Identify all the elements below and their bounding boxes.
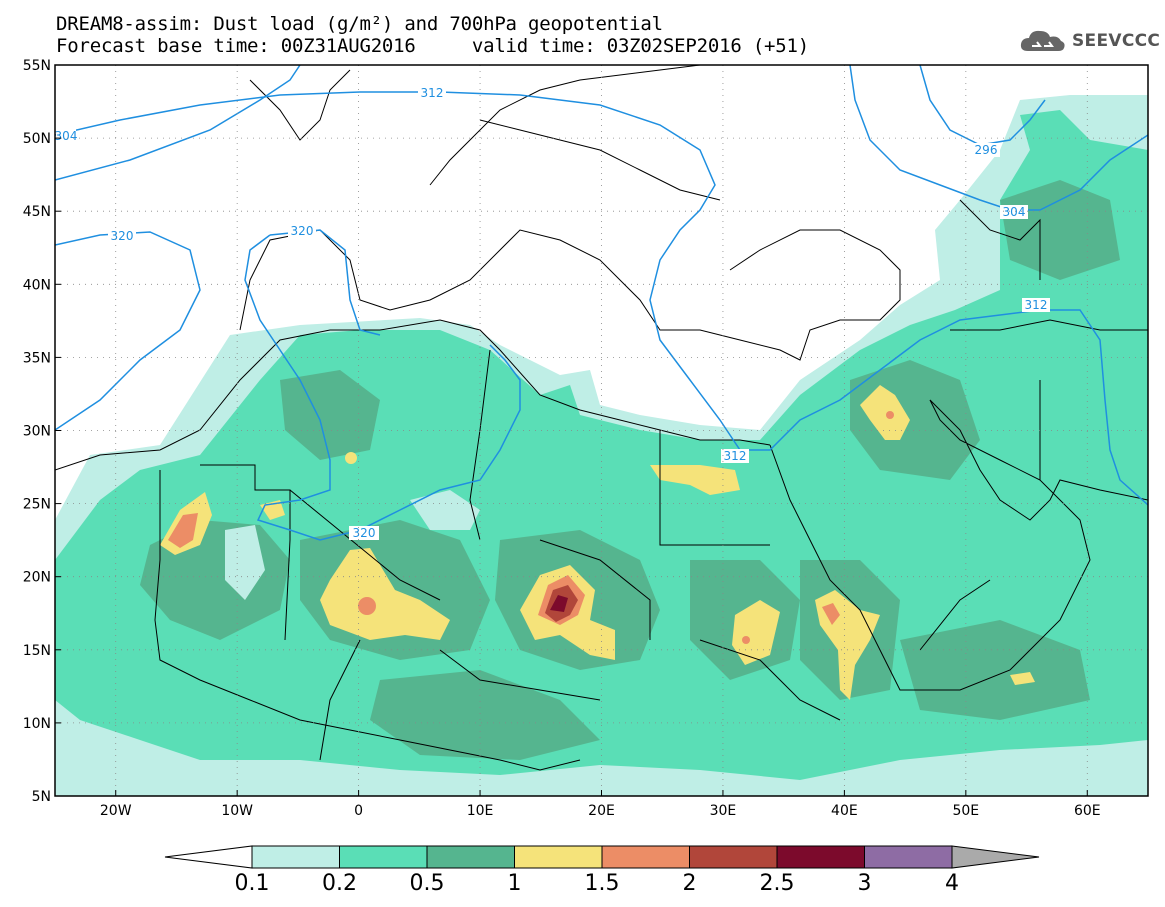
seevccc-logo: SEEVCCC	[1018, 26, 1160, 56]
logo-text: SEEVCCC	[1072, 31, 1161, 51]
colorbar-label: 0.5	[410, 871, 445, 896]
colorbar-label: 2	[683, 871, 697, 896]
land-outline	[55, 65, 1148, 771]
lon-tick-label: 20W	[100, 803, 132, 819]
lon-tick-label: 60E	[1074, 803, 1101, 819]
contour-label: 312	[421, 86, 444, 100]
colorbar-label: 1	[508, 871, 522, 896]
lon-tick-label: 10W	[221, 803, 253, 819]
colorbar-label: 3	[858, 871, 872, 896]
lat-tick-label: 5N	[32, 789, 51, 805]
colorbar-segment	[426, 845, 515, 869]
colorbar-label: 4	[945, 871, 959, 896]
contour-label: 320	[291, 224, 314, 238]
lon-tick-label: 10E	[467, 803, 494, 819]
lat-tick-label: 55N	[23, 58, 51, 74]
lat-tick-label: 20N	[23, 570, 51, 586]
contour-label: 320	[111, 229, 134, 243]
colorbar-over-arrow	[951, 845, 1040, 869]
map-title: DREAM8-assim: Dust load (g/m²) and 700hP…	[56, 13, 663, 35]
contour-label: 320	[353, 526, 376, 540]
lat-tick-label: 35N	[23, 350, 51, 366]
cloud-icon	[1020, 30, 1065, 51]
lon-tick-label: 0	[354, 803, 363, 819]
colorbar-under-arrow	[164, 845, 253, 869]
colorbar-segment	[601, 845, 690, 869]
dust-field: 312 320 320 312 312 296 304 304 320	[55, 65, 1148, 796]
colorbar-label: 0.2	[322, 871, 357, 896]
colorbar-label: 2.5	[760, 871, 795, 896]
lat-tick-label: 50N	[23, 131, 51, 147]
lon-tick-label: 20E	[588, 803, 615, 819]
lon-tick-label: 30E	[710, 803, 737, 819]
colorbar-segment	[864, 845, 953, 869]
lat-tick-label: 25N	[23, 497, 51, 513]
contour-label: 312	[724, 449, 747, 463]
colorbar-segment	[339, 845, 428, 869]
contour-label: 304	[55, 129, 78, 143]
contour-label: 296	[975, 143, 998, 157]
colorbar-segment	[514, 845, 603, 869]
lon-tick-label: 50E	[952, 803, 979, 819]
colorbar-segment	[689, 845, 778, 869]
colorbar-label: 0.1	[235, 871, 270, 896]
lat-tick-label: 30N	[23, 424, 51, 440]
colorbar-label: 1.5	[585, 871, 620, 896]
contour-label: 312	[1025, 298, 1048, 312]
longitude-axis: 20W 10W 0 10E 20E 30E 40E 50E 60E	[100, 790, 1101, 819]
lat-tick-label: 45N	[23, 204, 51, 220]
grid	[55, 65, 1148, 796]
colorbar-segment	[251, 845, 340, 869]
forecast-time-line: Forecast base time: 00Z31AUG2016 valid t…	[56, 35, 810, 57]
lat-tick-label: 15N	[23, 643, 51, 659]
lon-tick-label: 40E	[831, 803, 858, 819]
contour-label: 304	[1003, 205, 1026, 219]
latitude-axis: 55N 50N 45N 40N 35N 30N 25N 20N 15N 10N 5N	[23, 58, 61, 805]
colorbar: 0.1 0.2 0.5 1 1.5 2 2.5 3 4	[164, 845, 1040, 896]
colorbar-segment	[776, 845, 865, 869]
lat-tick-label: 40N	[23, 277, 51, 293]
lat-tick-label: 10N	[23, 716, 51, 732]
contour-labels: 312 320 320 312 312 296 304 304 320	[55, 86, 1050, 540]
